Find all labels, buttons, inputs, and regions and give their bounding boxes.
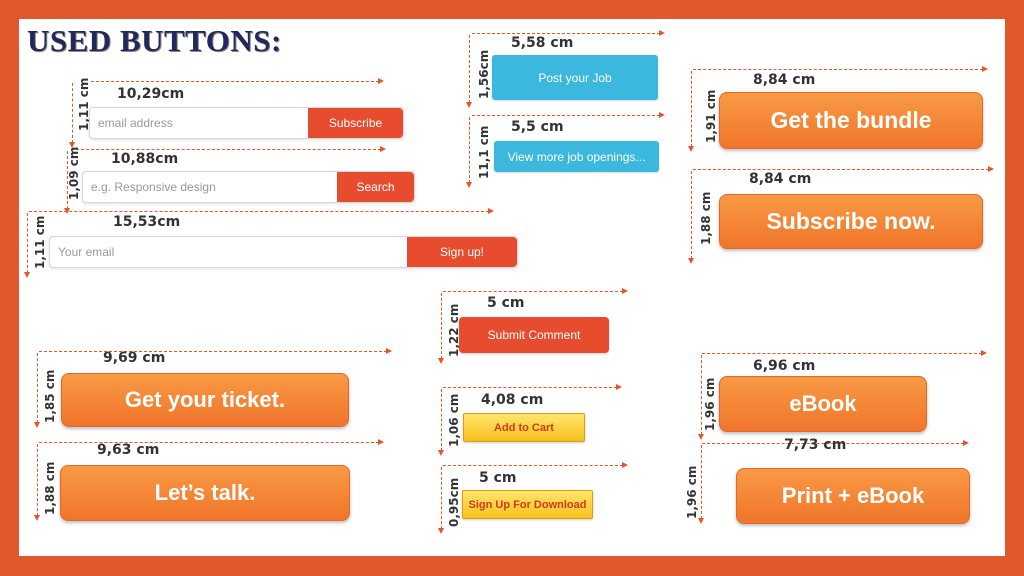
height-label: 1,88 cm: [699, 191, 713, 245]
height-arrow: [34, 444, 40, 521]
width-arrow: [443, 462, 628, 468]
height-label: 1,88 cm: [43, 461, 57, 515]
search-input[interactable]: e.g. Responsive design: [91, 180, 216, 194]
width-label: 5 cm: [487, 295, 525, 311]
height-label: 11,1 cm: [477, 125, 491, 179]
view-jobs-button[interactable]: View more job openings...: [494, 141, 659, 172]
height-label: 1,09 cm: [67, 146, 81, 200]
width-arrow: [693, 166, 994, 172]
height-arrow: [24, 213, 30, 278]
print-ebook-button[interactable]: Print + eBook: [736, 468, 970, 524]
width-label: 5,58 cm: [511, 35, 574, 51]
subscribe-form: email address Subscribe: [89, 107, 404, 139]
height-arrow: [438, 293, 444, 364]
signup-download-button[interactable]: Sign Up For Download: [462, 490, 593, 519]
width-label: 8,84 cm: [753, 72, 816, 88]
post-job-button[interactable]: Post your Job: [492, 55, 658, 100]
width-label: 9,63 cm: [97, 442, 160, 458]
width-label: 10,29cm: [117, 86, 185, 102]
add-to-cart-button[interactable]: Add to Cart: [463, 413, 585, 442]
height-label: 1,96 cm: [703, 377, 717, 431]
height-label: 1,06 cm: [447, 393, 461, 447]
page-title: USED BUTTONS:: [27, 23, 282, 58]
slide-canvas: USED BUTTONS: 10,29cm 1,11 cm email addr…: [19, 19, 1005, 556]
width-arrow: [91, 78, 384, 84]
width-arrow: [71, 146, 386, 152]
subscribe-now-button[interactable]: Subscribe now.: [719, 194, 983, 249]
height-label: 1,85 cm: [43, 369, 57, 423]
height-arrow: [466, 117, 472, 188]
width-arrow: [702, 440, 969, 446]
width-label: 7,73 cm: [784, 437, 847, 453]
signup-button[interactable]: Sign up!: [407, 237, 517, 267]
signup-form: Your email Sign up!: [49, 236, 518, 268]
height-label: 0,95cm: [447, 477, 461, 527]
width-label: 6,96 cm: [753, 358, 816, 374]
width-label: 15,53cm: [113, 214, 181, 230]
height-arrow: [698, 355, 704, 440]
width-arrow: [39, 439, 384, 445]
width-label: 8,84 cm: [749, 171, 812, 187]
width-arrow: [443, 384, 622, 390]
height-arrow: [69, 83, 75, 148]
height-label: 1,96 cm: [685, 465, 699, 519]
email-input[interactable]: Your email: [58, 245, 115, 259]
width-label: 5,5 cm: [511, 119, 564, 135]
width-arrow: [472, 112, 665, 118]
get-bundle-button[interactable]: Get the bundle: [719, 92, 983, 149]
height-label: 1,91 cm: [704, 89, 718, 143]
height-arrow: [438, 467, 444, 534]
width-arrow: [39, 348, 392, 354]
width-arrow: [693, 66, 988, 72]
width-arrow: [443, 288, 628, 294]
width-label: 9,69 cm: [103, 350, 166, 366]
width-label: 5 cm: [479, 470, 517, 486]
lets-talk-button[interactable]: Let’s talk.: [60, 465, 350, 521]
width-arrow: [472, 30, 665, 36]
email-input[interactable]: email address: [98, 116, 173, 130]
width-arrow: [702, 350, 987, 356]
height-arrow: [688, 171, 694, 264]
subscribe-button[interactable]: Subscribe: [308, 108, 403, 138]
search-button[interactable]: Search: [337, 172, 414, 202]
width-arrow: [29, 208, 494, 214]
height-arrow: [34, 353, 40, 428]
height-arrow: [688, 71, 694, 152]
ebook-button[interactable]: eBook: [719, 376, 927, 432]
search-form: e.g. Responsive design Search: [82, 171, 415, 203]
width-label: 10,88cm: [111, 151, 179, 167]
height-label: 1,56cm: [477, 49, 491, 99]
height-arrow: [466, 35, 472, 108]
submit-comment-button[interactable]: Submit Comment: [459, 317, 609, 353]
height-arrow: [698, 445, 704, 524]
height-arrow: [438, 389, 444, 456]
width-label: 4,08 cm: [481, 392, 544, 408]
get-ticket-button[interactable]: Get your ticket.: [61, 373, 349, 427]
height-label: 1,11 cm: [33, 215, 47, 269]
